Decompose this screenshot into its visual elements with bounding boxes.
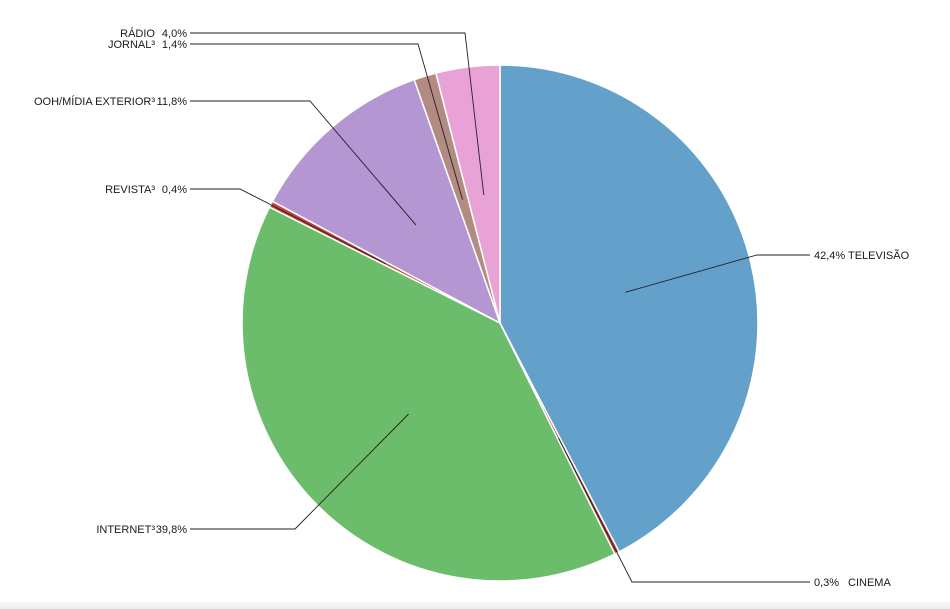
leader-lines [190,32,810,583]
leader-line-radio [190,32,485,196]
slice-value-cinema: 0,3% [814,577,839,589]
bottom-edge [0,602,950,609]
slice-label-internet: INTERNET³ [96,524,155,536]
slice-label-cinema: CINEMA [848,577,891,589]
slice-label-radio: RÁDIO [120,27,155,40]
slice-label-ooh-midia-exterior: OOH/MÍDIA EXTERIOR³ [34,95,155,108]
slice-label-revista: REVISTA³ [105,184,155,196]
slice-value-internet: 39,8% [156,524,187,536]
leader-line-jornal [190,43,463,200]
slice-label-jornal: JORNAL³ [108,39,155,51]
slice-value-radio: 4,0% [162,28,187,40]
slice-value-jornal: 1,4% [162,39,187,51]
slice-label-televisao: TELEVISÃO [848,249,910,262]
leader-line-televisao [625,254,810,293]
leader-line-internet [190,413,409,530]
slice-value-ooh-midia-exterior: 11,8% [157,96,188,108]
leader-line-cinema [558,437,810,583]
pie-slice-televisao [499,64,759,553]
pie-slices [241,64,759,582]
leader-line-revista [190,188,386,265]
leader-line-ooh-midia-exterior [190,100,417,226]
slice-value-televisao: 42,4% [814,250,845,262]
pie-slice-internet [241,206,616,582]
slice-value-revista: 0,4% [162,184,187,196]
pie-slice-radio [435,64,501,324]
